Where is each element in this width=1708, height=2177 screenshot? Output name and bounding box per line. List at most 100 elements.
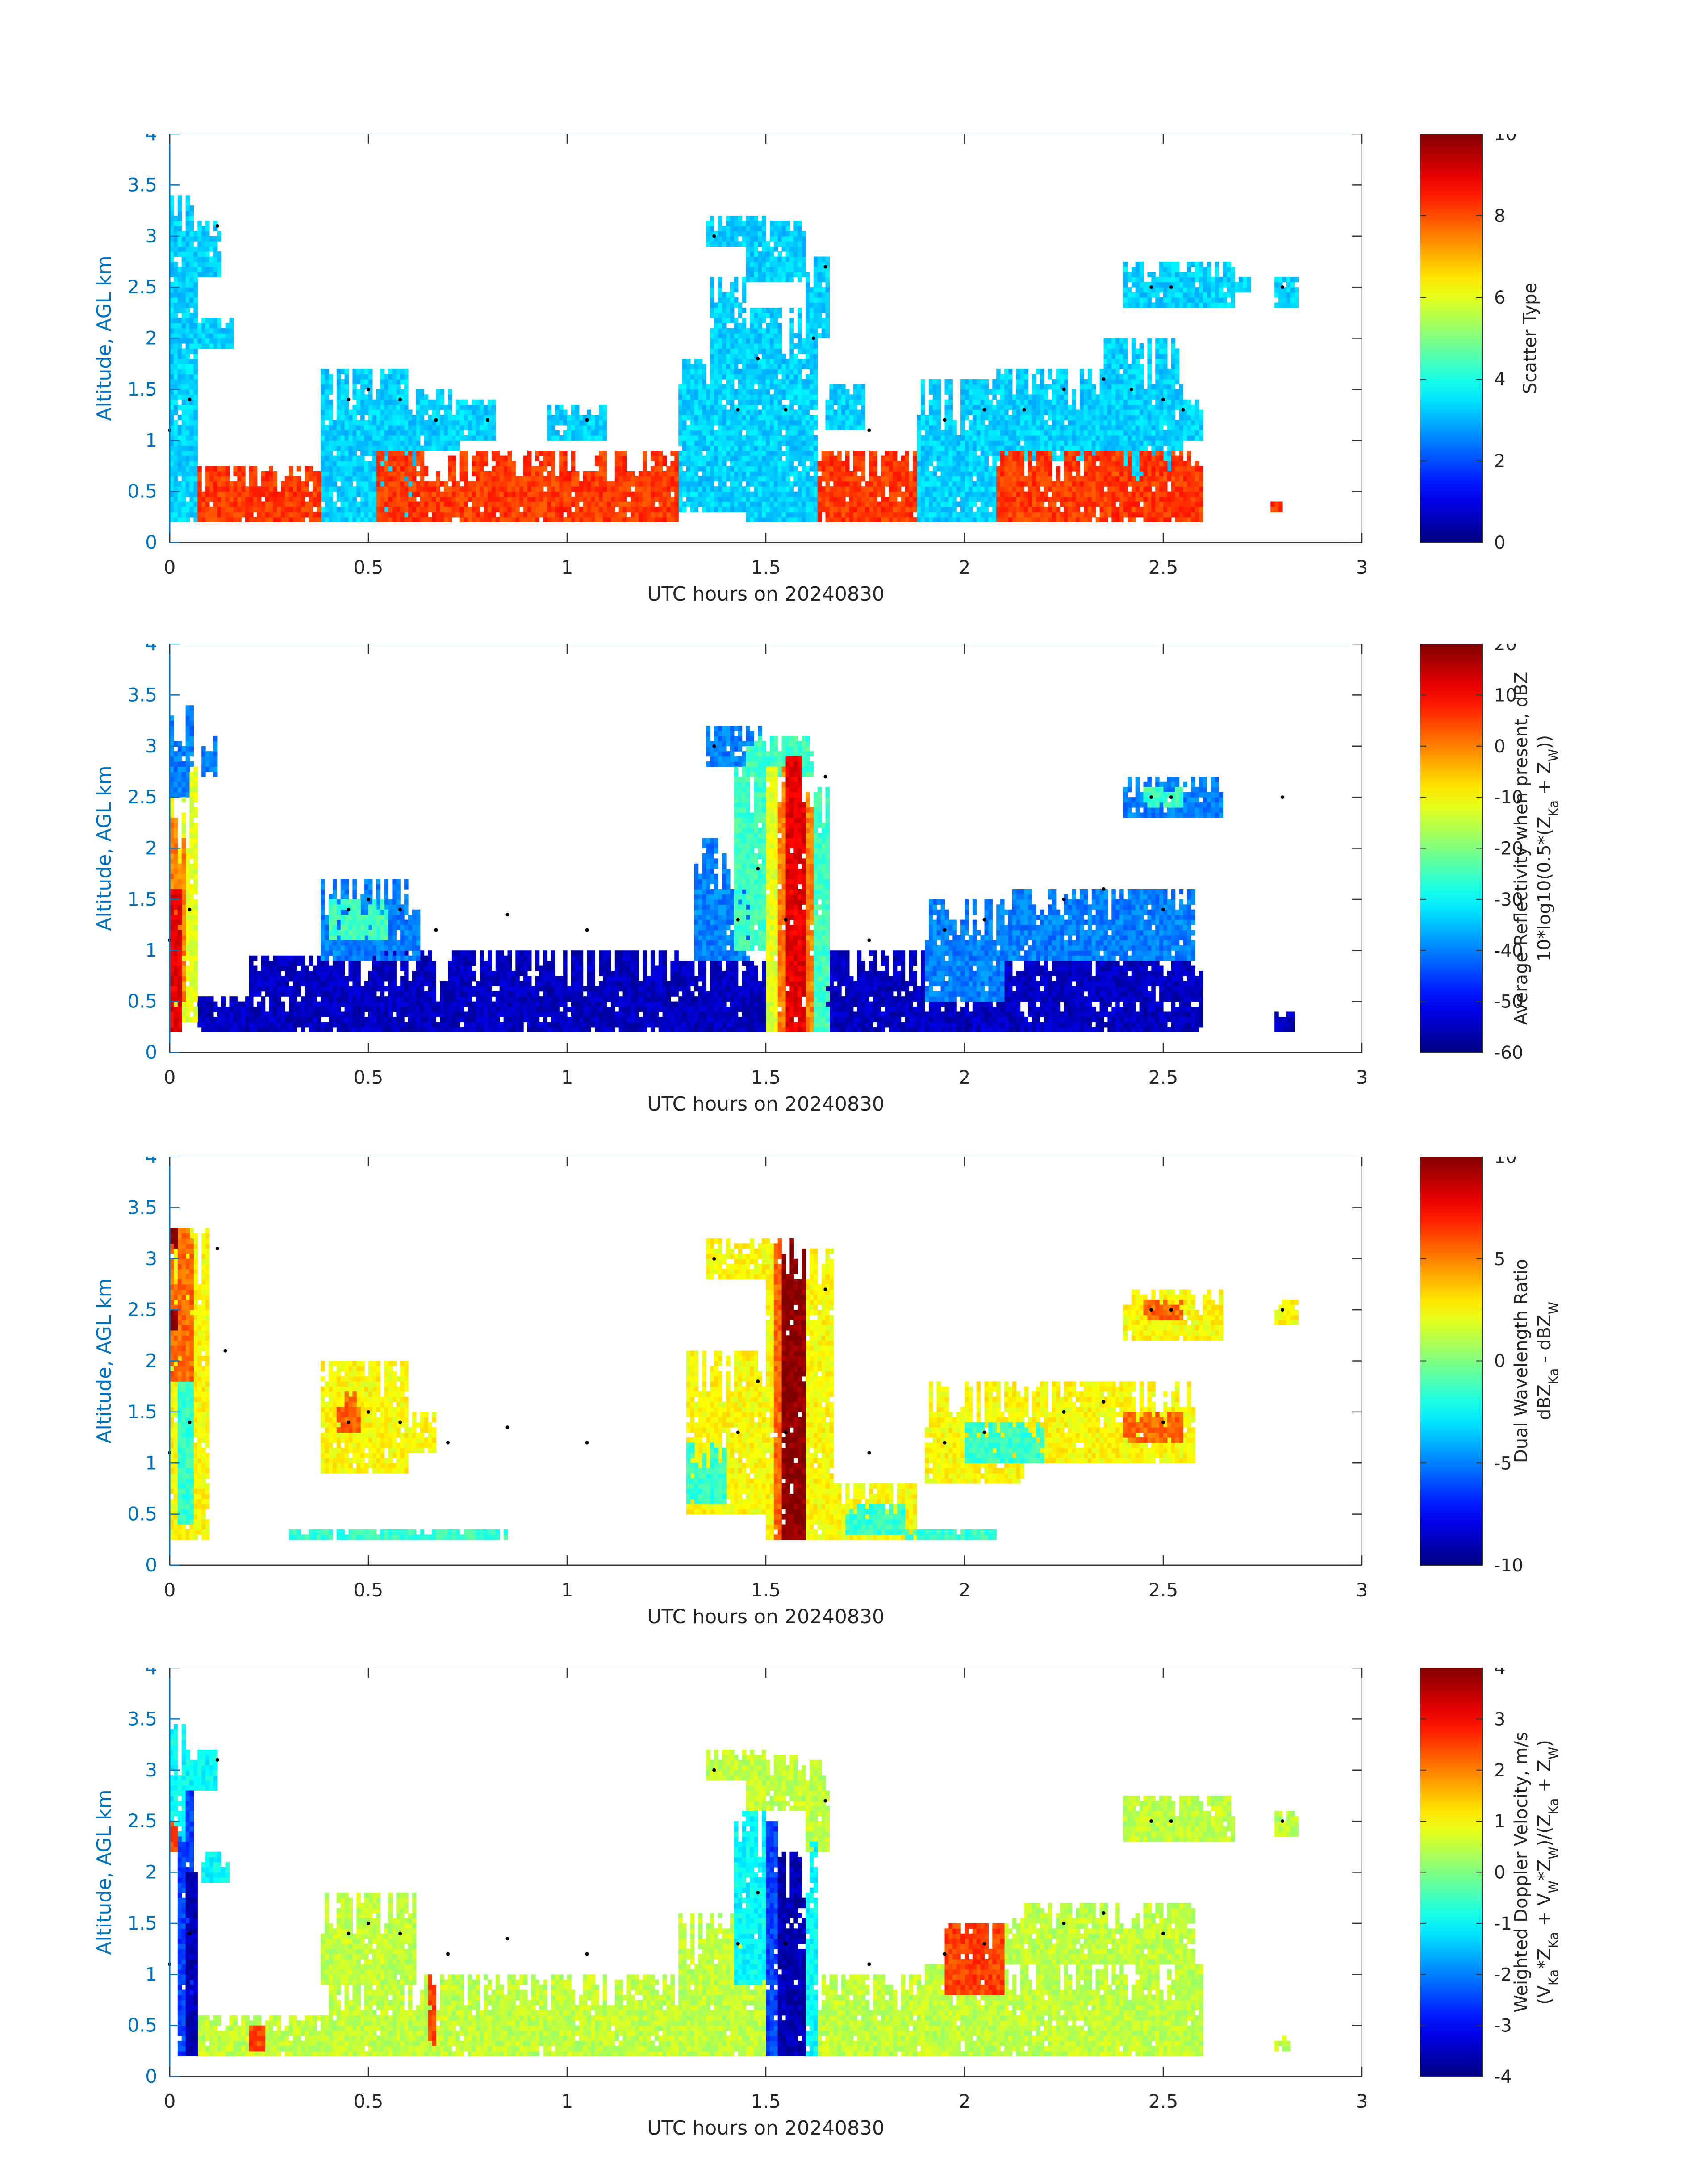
heatmap-cell — [1036, 405, 1040, 410]
heatmap-cell — [455, 420, 460, 426]
heatmap-cell — [718, 221, 722, 226]
heatmap-cell — [1127, 369, 1132, 375]
heatmap-cell — [698, 435, 703, 441]
heatmap-cell — [1052, 409, 1057, 415]
heatmap-cell — [1282, 277, 1287, 283]
heatmap-cell — [690, 461, 695, 467]
heatmap-cell — [464, 415, 468, 421]
heatmap-cell — [189, 236, 194, 242]
heatmap-cell — [750, 497, 754, 502]
heatmap-cell — [1044, 405, 1048, 410]
heatmap-cell — [416, 394, 421, 400]
heatmap-cell — [1008, 394, 1013, 400]
heatmap-cell — [809, 435, 814, 441]
heatmap-cell — [1115, 379, 1120, 385]
heatmap-cell — [718, 415, 722, 421]
heatmap-cell — [1004, 384, 1009, 390]
heatmap-cell — [1227, 272, 1231, 277]
heatmap-cell — [718, 394, 722, 400]
heatmap-cell — [690, 491, 695, 497]
heatmap-cell — [321, 461, 325, 467]
heatmap-cell — [925, 506, 929, 512]
heatmap-cell — [678, 481, 683, 487]
heatmap-cell — [1076, 455, 1080, 461]
heatmap-cell — [1099, 445, 1104, 451]
heatmap-cell — [241, 471, 246, 476]
heatmap-cell — [936, 455, 941, 461]
heatmap-cell — [1032, 379, 1036, 385]
heatmap-cell — [988, 476, 993, 482]
heatmap-cell — [785, 261, 790, 267]
heatmap-cell — [205, 497, 210, 502]
heatmap-cell — [1016, 415, 1021, 421]
heatmap-cell — [1076, 420, 1080, 426]
heatmap-cell — [1179, 405, 1184, 410]
heatmap-cell — [722, 440, 727, 446]
heatmap-cell — [428, 425, 432, 430]
heatmap-cell — [682, 435, 687, 441]
heatmap-cell — [777, 364, 782, 369]
heatmap-cell — [1072, 405, 1076, 410]
heatmap-cell — [1223, 292, 1227, 298]
heatmap-cell — [372, 425, 377, 430]
heatmap-cell — [1087, 405, 1092, 410]
heatmap-cell — [706, 425, 710, 430]
heatmap-cell — [746, 277, 750, 283]
heatmap-cell — [718, 364, 722, 369]
heatmap-cell — [1179, 440, 1184, 446]
heatmap-cell — [1187, 297, 1191, 303]
heatmap-cell — [813, 307, 818, 313]
heatmap-cell — [1294, 302, 1299, 308]
heatmap-cell — [936, 379, 941, 385]
heatmap-cell — [829, 399, 834, 405]
heatmap-cell — [813, 481, 818, 487]
heatmap-cell — [1080, 369, 1084, 375]
heatmap-cell — [237, 512, 242, 518]
heatmap-cell — [1131, 420, 1136, 426]
heatmap-cell — [193, 435, 198, 441]
heatmap-cell — [253, 476, 258, 482]
heatmap-cell — [173, 216, 178, 221]
heatmap-cell — [762, 405, 766, 410]
heatmap-cell — [480, 409, 484, 415]
heatmap-cell — [213, 497, 218, 502]
heatmap-cell — [710, 497, 714, 502]
heatmap-cell — [802, 379, 806, 385]
heatmap-cell — [424, 425, 429, 430]
heatmap-cell — [777, 445, 782, 451]
heatmap-cell — [1159, 445, 1164, 451]
heatmap-cell — [400, 440, 405, 446]
heatmap-cell — [960, 415, 965, 421]
heatmap-cell — [956, 491, 961, 497]
heatmap-cell — [996, 430, 1001, 436]
heatmap-cell — [1147, 353, 1152, 359]
heatmap-cell — [1231, 277, 1235, 283]
heatmap-cell — [1159, 277, 1164, 283]
heatmap-cell — [547, 430, 551, 436]
heatmap-cell — [213, 471, 218, 476]
heatmap-cell — [1115, 420, 1120, 426]
heatmap-cell — [678, 430, 683, 436]
heatmap-cell — [181, 353, 186, 359]
heatmap-cell — [1107, 409, 1112, 415]
heatmap-cell — [793, 374, 798, 380]
heatmap-cell — [1195, 409, 1199, 415]
heatmap-cell — [185, 343, 190, 349]
heatmap-cell — [821, 333, 826, 339]
heatmap-cell — [173, 491, 178, 497]
heatmap-cell — [762, 506, 766, 512]
heatmap-cell — [762, 466, 766, 472]
heatmap-cell — [189, 415, 194, 421]
heatmap-cell — [750, 476, 754, 482]
heatmap-cell — [241, 506, 246, 512]
heatmap-cell — [416, 409, 421, 415]
heatmap-cell — [1223, 297, 1227, 303]
heatmap-cell — [785, 497, 790, 502]
heatmap-cell — [1151, 409, 1156, 415]
heatmap-cell — [372, 435, 377, 441]
heatmap-cell — [976, 461, 981, 467]
heatmap-cell — [678, 476, 683, 482]
heatmap-cell — [738, 399, 743, 405]
heatmap-cell — [758, 461, 762, 467]
heatmap-cell — [1056, 389, 1061, 395]
